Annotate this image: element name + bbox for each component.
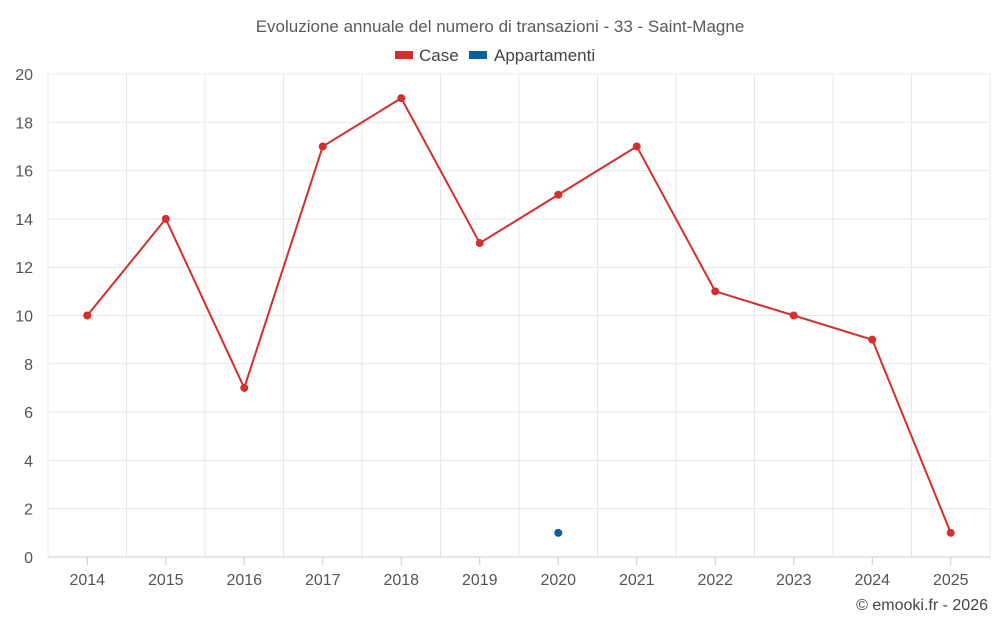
series-line-case (86, 97, 952, 534)
data-point-case[interactable] (789, 311, 798, 320)
data-point-case[interactable] (397, 94, 406, 103)
data-point-case[interactable] (868, 335, 877, 344)
data-point-case[interactable] (554, 190, 563, 199)
data-point-appartamenti[interactable] (554, 528, 563, 537)
y-tick-label: 14 (15, 212, 33, 229)
y-tick-label: 0 (24, 550, 33, 567)
y-tick-label: 10 (15, 309, 33, 326)
x-tick-label: 2015 (148, 572, 184, 589)
data-point-case[interactable] (83, 311, 92, 320)
legend-swatch-appartamenti (469, 51, 487, 59)
credit-text: © emooki.fr - 2026 (856, 597, 988, 614)
chart-title: Evoluzione annuale del numero di transaz… (256, 17, 745, 36)
x-tick-label: 2022 (697, 572, 733, 589)
y-tick-label: 20 (15, 67, 33, 84)
x-tick-label: 2024 (854, 572, 890, 589)
data-point-case[interactable] (946, 528, 955, 537)
x-tick-label: 2016 (226, 572, 262, 589)
data-point-case[interactable] (161, 214, 170, 223)
grid (47, 73, 991, 557)
data-point-case[interactable] (711, 287, 720, 296)
series (83, 94, 955, 537)
x-tick-label: 2018 (383, 572, 419, 589)
y-tick-label: 2 (24, 502, 33, 519)
legend-swatch-case (395, 51, 413, 59)
x-tick-label: 2014 (69, 572, 105, 589)
x-tick-label: 2020 (540, 572, 576, 589)
legend-item-case[interactable]: Case (395, 46, 459, 65)
y-tick-label: 4 (24, 453, 33, 470)
legend-label-appartamenti: Appartamenti (494, 46, 595, 65)
data-point-case[interactable] (318, 142, 327, 151)
x-tick-label: 2023 (776, 572, 812, 589)
data-point-case[interactable] (240, 383, 249, 392)
legend: Case Appartamenti (395, 46, 595, 65)
y-tick-label: 18 (15, 115, 33, 132)
y-tick-label: 6 (24, 405, 33, 422)
x-tick-label: 2019 (462, 572, 498, 589)
axes: 0 2 4 6 8 10 12 14 16 18 20 2014 2015 2016 2017 2018 201… (15, 67, 990, 589)
x-tick-label: 2021 (619, 572, 655, 589)
data-point-case[interactable] (475, 239, 484, 248)
x-tick-label: 2025 (933, 572, 969, 589)
legend-label-case: Case (419, 46, 459, 65)
x-tick-label: 2017 (305, 572, 341, 589)
y-tick-label: 8 (24, 357, 33, 374)
y-tick-label: 12 (15, 260, 33, 277)
legend-item-appartamenti[interactable]: Appartamenti (469, 46, 595, 65)
y-tick-label: 16 (15, 164, 33, 181)
data-point-case[interactable] (632, 142, 641, 151)
